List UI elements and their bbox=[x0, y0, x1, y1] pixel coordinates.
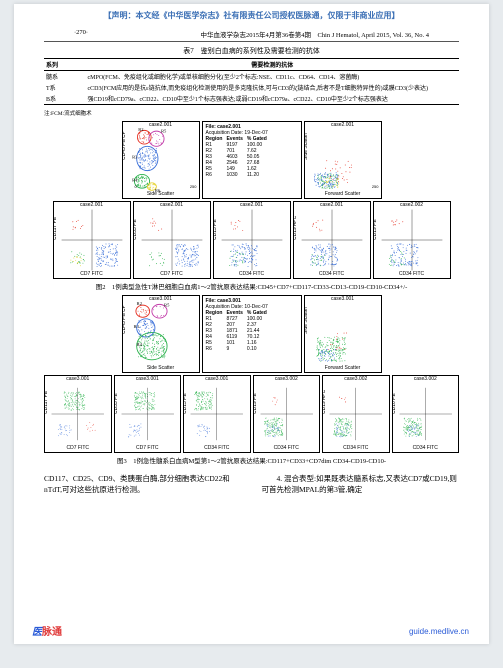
fig2-cd34-cd19: case2.002 CD34 FITC CD19 PE bbox=[373, 201, 451, 279]
svg-text:R5: R5 bbox=[164, 303, 170, 308]
fig3-cd34-cd13: case3.001 CD34 FITC CD13 PE bbox=[183, 375, 251, 453]
svg-text:R3: R3 bbox=[133, 324, 139, 329]
body-right: 4. 混合表型:如果既表达髓系标志,又表达CD7或CD19,则可首先检测MPAL… bbox=[262, 473, 460, 495]
running-header: ·270· 中华血液学杂志2015年4月第36卷第4期 Chin J Hemat… bbox=[44, 27, 459, 42]
fig2-stat-box: File: case2.001 Acquisition Date: 19-Dec… bbox=[202, 121, 302, 199]
table-row: T系 bbox=[44, 82, 86, 93]
body-paragraph: CD117、CD25、CD9、类胰蛋白酶,部分细胞表达CD22和nTdT,可对这… bbox=[14, 469, 489, 499]
table-note: 注:FCM:流式细胞术 bbox=[44, 109, 459, 117]
fig2-fs-ss-plot: case2.001 Forward Scatter Side Scatter 2… bbox=[304, 121, 382, 199]
table-row: 髓系 bbox=[44, 71, 86, 83]
page-number: ·270· bbox=[74, 29, 88, 39]
body-left: CD117、CD25、CD9、类胰蛋白酶,部分细胞表达CD22和nTdT,可对这… bbox=[44, 473, 242, 495]
fig2-gate-plot: case2.001 R2 R5 R3 R4 R6 Side Scatter CD… bbox=[122, 121, 200, 199]
svg-text:R2: R2 bbox=[136, 301, 142, 306]
fig3-cd34-cd19: case3.002 CD34 FITC CD19 PE bbox=[253, 375, 321, 453]
fig3-stat-box: File: case3.001 Acquisition Date: 10-Dec… bbox=[202, 295, 302, 373]
fig2-cd34-cd19a: case2.001 CD34 FITC CD19 APC bbox=[293, 201, 371, 279]
fig3-caption: 图3 1例急性髓系白血病M型第1～2管抗原表达结果:CD117+CD33+CD7… bbox=[44, 455, 459, 465]
th-antibody: 需要检测的抗体 bbox=[86, 59, 460, 71]
th-series: 系列 bbox=[44, 59, 86, 71]
table-7-table: 系列 需要检测的抗体 髓系cMPO(FCM、免疫组化或细胞化学)或单核细胞分化(… bbox=[44, 58, 459, 105]
fig2-cd7-cd117: case2.001 CD7 FITC CD117 PE bbox=[53, 201, 131, 279]
page: 【声明：本文经《中华医学杂志》社有限责任公司授权医脉通，仅限于非商业应用】 ·2… bbox=[14, 4, 489, 644]
fig2-cd7-cd33: case2.001 CD7 FITC CD33 PE bbox=[133, 201, 211, 279]
table-row: B系 bbox=[44, 93, 86, 105]
fig3-fs-ss-plot: case3.001 Forward Scatter Side Scatter bbox=[304, 295, 382, 373]
fig3-cd34-cd19a: case3.002 CD34 FITC CD19 APC bbox=[322, 375, 390, 453]
table-caption: 表7 鉴别白血病的系列性及需要检测的抗体 bbox=[44, 46, 459, 56]
fig3-cd7-cd33: case3.001 CD7 FITC CD33 PE bbox=[114, 375, 182, 453]
copyright-banner: 【声明：本文经《中华医学杂志》社有限责任公司授权医脉通，仅限于非商业应用】 bbox=[14, 4, 489, 23]
fig2-caption: 图2 1例典型急性T淋巴细胞白血病1～2管抗原表达结果:CD45+CD7+CD1… bbox=[44, 281, 459, 291]
svg-text:R4: R4 bbox=[136, 342, 142, 347]
journal-title: 中华血液学杂志2015年4月第36卷第4期 Chin J Hematol, Ap… bbox=[200, 29, 429, 39]
footer-url: guide.medlive.cn bbox=[409, 627, 469, 636]
fig3-cd34-cd10: case3.002 CD34 FITC CD10 PE bbox=[392, 375, 460, 453]
fig3-gate-plot: case3.001 R2 R5 R3 R4 Side Scatter CD45 … bbox=[122, 295, 200, 373]
svg-text:R5: R5 bbox=[161, 129, 167, 134]
footer-logo: 医脉通 bbox=[32, 623, 62, 638]
svg-text:R2: R2 bbox=[138, 127, 144, 132]
figure-3: case3.001 R2 R5 R3 R4 Side Scatter CD45 … bbox=[44, 295, 459, 465]
svg-text:R4: R4 bbox=[132, 177, 138, 182]
table-7: 表7 鉴别白血病的系列性及需要检测的抗体 系列 需要检测的抗体 髓系cMPO(F… bbox=[44, 46, 459, 105]
fig2-cd34-cd13: case2.001 CD34 FITC CD13 PE bbox=[213, 201, 291, 279]
fig3-cd7-cd117: case3.001 CD7 FITC CD117 PE bbox=[44, 375, 112, 453]
svg-text:R3: R3 bbox=[132, 154, 138, 159]
figure-2: case2.001 R2 R5 R3 R4 R6 Side Scatter CD… bbox=[44, 121, 459, 291]
